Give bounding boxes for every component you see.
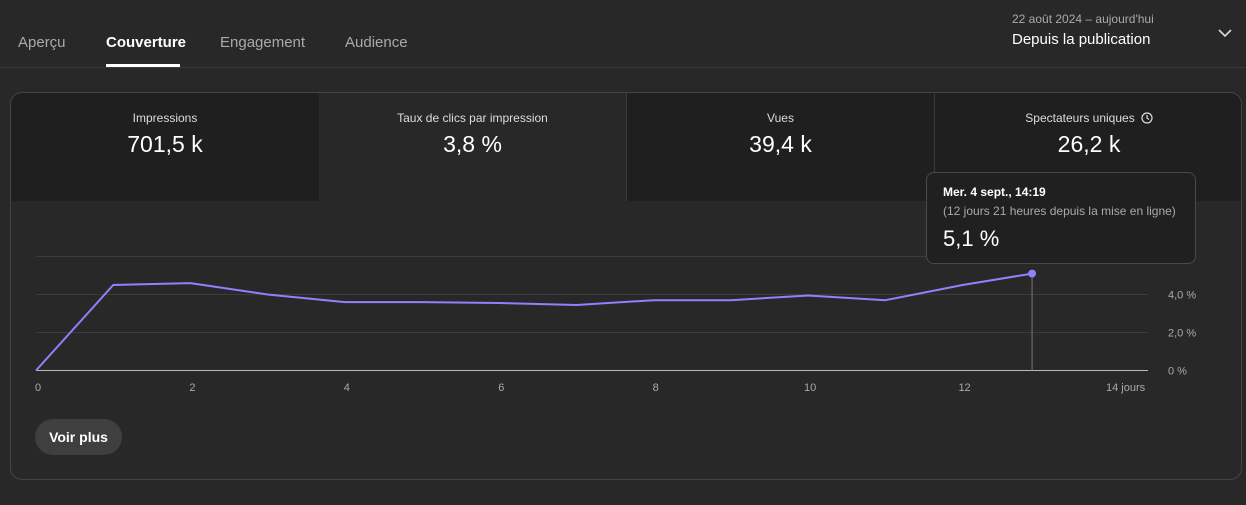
metric-impressions[interactable]: Impressions 701,5 k — [11, 93, 319, 201]
tab-couverture[interactable]: Couverture — [106, 34, 187, 51]
date-range-dates: 22 août 2024 – aujourd'hui — [1012, 12, 1154, 26]
metric-views[interactable]: Vues 39,4 k — [627, 93, 935, 201]
chevron-down-icon[interactable] — [1216, 24, 1234, 42]
metric-ctr[interactable]: Taux de clics par impression 3,8 % — [319, 93, 627, 201]
metric-value: 701,5 k — [127, 131, 203, 157]
x-tick-label: 10 — [804, 382, 816, 394]
see-more-button[interactable]: Voir plus — [35, 419, 122, 455]
data-point — [1028, 269, 1037, 278]
x-tick-label: 4 — [344, 382, 350, 394]
tooltip-value: 5,1 % — [943, 226, 1000, 251]
x-tick-label: 8 — [653, 382, 659, 394]
tab-apercu[interactable]: Aperçu — [18, 34, 66, 51]
metric-label: Impressions — [132, 111, 198, 125]
series-line — [35, 272, 1033, 372]
metric-label: Taux de clics par impression — [397, 111, 548, 125]
tab-engagement[interactable]: Engagement — [220, 34, 306, 51]
metric-value: 3,8 % — [443, 131, 502, 157]
y-tick-label: 2,0 % — [1168, 328, 1196, 340]
metrics-card: Impressions 701,5 k Taux de clics par im… — [10, 92, 1242, 480]
chart-tooltip: Mer. 4 sept., 14:19 (12 jours 21 heures … — [926, 172, 1196, 264]
date-range-label: Depuis la publication — [1012, 31, 1151, 48]
y-tick-label: 0 % — [1168, 366, 1187, 378]
date-range-selector[interactable]: 22 août 2024 – aujourd'hui Depuis la pub… — [1012, 12, 1154, 48]
active-tab-indicator — [106, 64, 180, 67]
metric-value: 39,4 k — [749, 131, 812, 157]
tooltip-title: Mer. 4 sept., 14:19 — [943, 185, 1046, 199]
x-tick-label: 2 — [189, 382, 195, 394]
tooltip-subtitle: (12 jours 21 heures depuis la mise en li… — [943, 204, 1176, 218]
x-tick-label: 12 — [958, 382, 970, 394]
metric-value: 26,2 k — [1057, 131, 1121, 157]
y-tick-label: 4,0 % — [1168, 290, 1196, 302]
x-tick-label: 0 — [35, 382, 41, 394]
x-tick-label: 6 — [498, 382, 504, 394]
tab-audience[interactable]: Audience — [345, 34, 408, 51]
clock-icon — [1141, 112, 1153, 124]
metric-label: Spectateurs uniques — [935, 111, 1241, 125]
x-tick-label: 14 jours — [1106, 382, 1146, 394]
metric-label-text: Spectateurs uniques — [1025, 111, 1135, 125]
top-bar: Aperçu Couverture Engagement Audience 22… — [0, 0, 1246, 68]
metric-label: Vues — [767, 111, 794, 125]
